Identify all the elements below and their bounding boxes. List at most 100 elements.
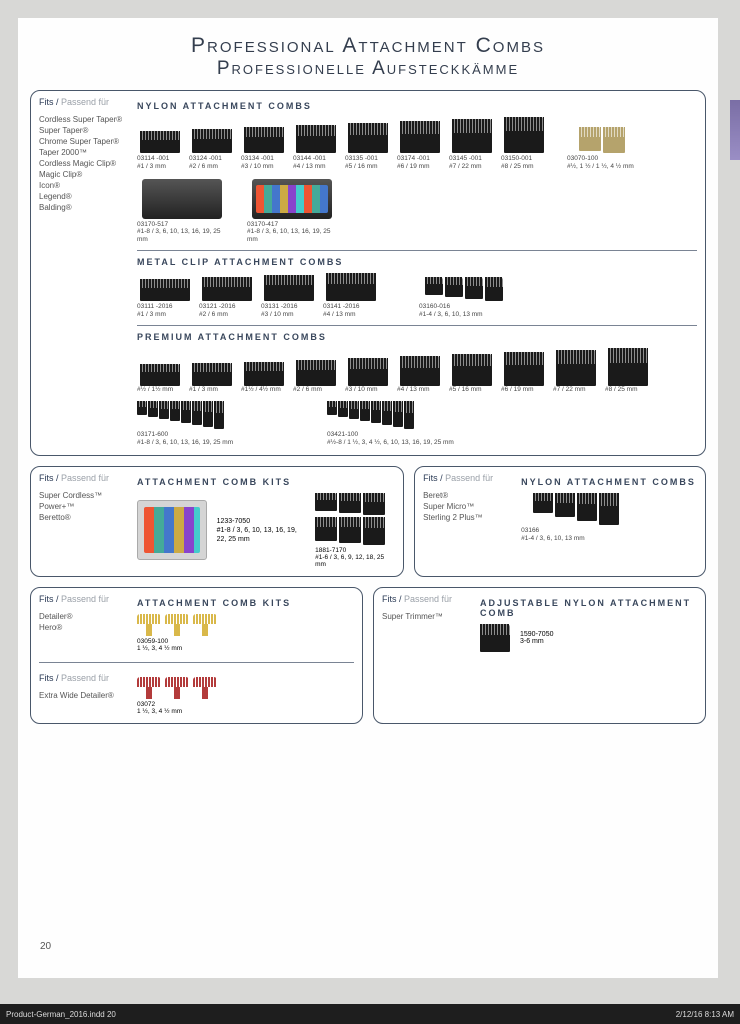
- product-code: 03072: [137, 701, 354, 708]
- kit-group: 1881-7170 #1-6 / 3, 6, 9, 12, 18, 25 mm: [315, 493, 395, 568]
- product-item: #5 / 16 mm: [449, 354, 495, 394]
- fits-text: Fits /: [423, 473, 443, 483]
- product-item: 03141 -2016#4 / 13 mm: [323, 273, 379, 319]
- nylon-small-panel: Fits / Passend für Beret® Super Micro™ Ste…: [414, 466, 706, 577]
- kits-panel: Fits / Passend für Super Cordless™Power+…: [30, 466, 404, 577]
- comb-icon: [480, 624, 510, 652]
- nylon-small-set: 03166 #1-4 / 3, 6, 10, 13 mm: [521, 493, 631, 543]
- nylon-trays: 03170-517#1-8 / 3, 6, 10, 13, 16, 19, 25…: [137, 179, 697, 244]
- product-code: 1881-7170: [315, 547, 395, 554]
- yellow-combs: [137, 614, 354, 636]
- divider: [39, 662, 354, 663]
- kits-title: ATTACHMENT COMB KITS: [137, 477, 395, 487]
- metal-title: METAL CLIP ATTACHMENT COMBS: [137, 257, 697, 267]
- fits-text: Fits /: [39, 594, 59, 604]
- premium-kits: 03171-600#1-8 / 3, 6, 10, 13, 16, 19, 25…: [137, 401, 697, 447]
- bottom-left-title: ATTACHMENT COMB KITS: [137, 598, 354, 608]
- header-line1: Professional Attachment Combs: [30, 34, 706, 58]
- fits-list: Super Cordless™Power+™Beretto®: [39, 491, 129, 522]
- product-code: 03070-100: [567, 155, 637, 163]
- fits-text-de: Passend für: [61, 673, 109, 683]
- divider: [137, 250, 697, 251]
- list-item: Extra Wide Detailer®: [39, 691, 129, 700]
- product-size: #½, 1 ½ / 1 ½, 4 ½ mm: [567, 163, 637, 171]
- bottom-right-panel: Fits / Passend für Super Trimmer™ ADJUST…: [373, 587, 706, 724]
- list-item: Power+™: [39, 502, 129, 511]
- list-item: Balding®: [39, 203, 129, 212]
- product-size: 3-6 mm: [520, 638, 553, 645]
- list-item: Detailer®: [39, 612, 129, 621]
- footer-file: Product-German_2016.indd 20: [6, 1010, 116, 1019]
- list-item: Super Micro™: [423, 502, 513, 511]
- list-item: Hero®: [39, 623, 129, 632]
- bottom-row: Fits / Passend für Detailer® Hero® ATTACH…: [30, 587, 706, 734]
- list-item: Beret®: [423, 491, 513, 500]
- fits-label: Fits / Passend für: [39, 97, 129, 107]
- kit-info: 1233-7050 #1-8 / 3, 6, 10, 13, 16, 19, 2…: [217, 517, 305, 544]
- fits-column: Fits / Passend für Beret® Super Micro™ Ste…: [423, 473, 513, 568]
- fits-text-de: Passend für: [61, 473, 109, 483]
- fits-text: Fits /: [382, 594, 402, 604]
- product-item: #2 / 6 mm: [293, 360, 339, 394]
- product-item: 03111 -2016#1 / 3 mm: [137, 279, 193, 319]
- fits-text-de: Passend für: [445, 473, 493, 483]
- product-item: #1½ / 4½ mm: [241, 362, 287, 394]
- product-item: #3 / 10 mm: [345, 358, 391, 394]
- product-item: 03174 -001#6 / 19 mm: [397, 121, 443, 171]
- fits-column: Fits / Passend für Super Cordless™Power+…: [39, 473, 129, 568]
- side-accent: [730, 100, 740, 160]
- nylon-title: NYLON ATTACHMENT COMBS: [137, 101, 697, 111]
- product-item: 03145 -001#7 / 22 mm: [449, 119, 495, 171]
- product-code: 03059-100: [137, 638, 354, 645]
- list-item: Chrome Super Taper®: [39, 137, 129, 146]
- product-item: #4 / 13 mm: [397, 356, 443, 394]
- red-combs: [137, 677, 354, 699]
- bottom-left-panel: Fits / Passend für Detailer® Hero® ATTACH…: [30, 587, 363, 724]
- fits-list: Super Trimmer™: [382, 612, 472, 621]
- fits-list: Detailer® Hero®: [39, 612, 129, 632]
- footer-bar: Product-German_2016.indd 20 2/12/16 8:13…: [0, 1004, 740, 1024]
- nylon-row: 03114 -001#1 / 3 mm03124 -001#2 / 6 mm03…: [137, 117, 547, 171]
- tray-box-icon: [137, 500, 207, 560]
- list-item: Legend®: [39, 192, 129, 201]
- nylon-small-title: NYLON ATTACHMENT COMBS: [521, 477, 697, 487]
- tray-item: 03170-517#1-8 / 3, 6, 10, 13, 16, 19, 25…: [137, 179, 227, 244]
- adjustable-title: ADJUSTABLE NYLON ATTACHMENT COMB: [480, 598, 697, 618]
- product-item: #8 / 25 mm: [605, 348, 651, 394]
- fits-text-de: Passend für: [404, 594, 452, 604]
- list-item: Magic Clip®: [39, 170, 129, 179]
- tray-item: 03170-417#1-8 / 3, 6, 10, 13, 16, 19, 25…: [247, 179, 337, 244]
- product-item: #7 / 22 mm: [553, 350, 599, 394]
- list-item: Icon®: [39, 181, 129, 190]
- premium-title: PREMIUM ATTACHMENT COMBS: [137, 332, 697, 342]
- main-content: NYLON ATTACHMENT COMBS 03114 -001#1 / 3 …: [137, 97, 697, 447]
- main-panel: Fits / Passend für Cordless Super Taper®…: [30, 90, 706, 456]
- list-item: Super Trimmer™: [382, 612, 472, 621]
- catalog-page: Professional Attachment Combs Profession…: [18, 18, 718, 978]
- premium-row: #½ / 1½ mm#1 / 3 mm#1½ / 4½ mm#2 / 6 mm#…: [137, 348, 697, 394]
- product-item: 03135 -001#5 / 16 mm: [345, 123, 391, 171]
- list-item: Cordless Super Taper®: [39, 115, 129, 124]
- product-item: 03124 -001#2 / 6 mm: [189, 129, 235, 171]
- fits-column: Fits / Passend für Cordless Super Taper®…: [39, 97, 129, 447]
- list-item: Sterling 2 Plus™: [423, 513, 513, 522]
- product-item: 03134 -001#3 / 10 mm: [241, 127, 287, 171]
- product-size: #1-8 / 3, 6, 10, 13, 16, 19, 22, 25 mm: [217, 526, 305, 544]
- product-item: 03144 -001#4 / 13 mm: [293, 125, 339, 171]
- fits-text: Fits /: [39, 97, 59, 107]
- product-code: 03166: [521, 527, 631, 535]
- fits-list: Extra Wide Detailer®: [39, 691, 129, 700]
- kit-item: 03421-100#½-8 / 1 ½, 3, 4 ½, 6, 10, 13, …: [327, 401, 487, 447]
- product-code: 1233-7050: [217, 517, 305, 526]
- header-line2: Professionelle Aufsteckkämme: [30, 58, 706, 80]
- product-item: #1 / 3 mm: [189, 363, 235, 394]
- product-size: 1 ½, 3, 4 ½ mm: [137, 645, 354, 652]
- product-size: #1-4 / 3, 6, 10, 13 mm: [419, 311, 509, 319]
- product-size: #1-4 / 3, 6, 10, 13 mm: [521, 535, 631, 543]
- list-item: Super Taper®: [39, 126, 129, 135]
- product-item: 03121 -2016#2 / 6 mm: [199, 277, 255, 319]
- kit-item: 03171-600#1-8 / 3, 6, 10, 13, 16, 19, 25…: [137, 401, 297, 447]
- metal-set: 03160-016 #1-4 / 3, 6, 10, 13 mm: [419, 277, 509, 319]
- product-item: #6 / 19 mm: [501, 352, 547, 394]
- fits-list: Beret® Super Micro™ Sterling 2 Plus™: [423, 491, 513, 522]
